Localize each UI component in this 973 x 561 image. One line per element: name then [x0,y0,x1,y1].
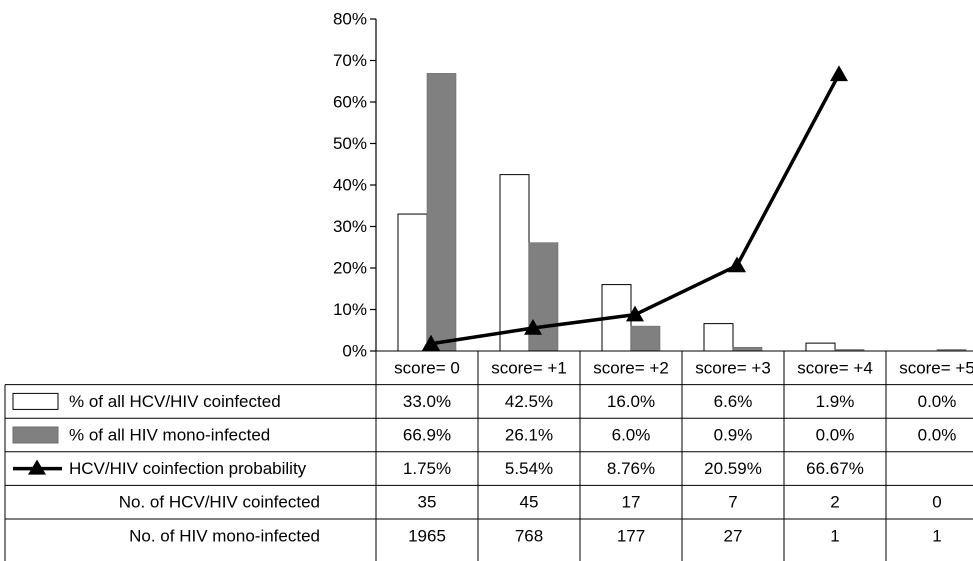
point-coinfection-probability [422,334,440,351]
point-coinfection-probability [626,305,644,322]
bar-hcv-hiv-coinfected [397,213,428,352]
series-label: % of all HCV/HIV coinfected [69,392,281,411]
table-cell-value: 177 [617,526,645,545]
bar-hcv-hiv-coinfected [703,323,734,352]
y-tick-label: 40% [333,176,367,195]
table-cell-value: 0 [932,493,941,512]
bar-hiv-mono-infected [630,325,661,352]
table-cell-value: 27 [724,526,743,545]
legend-key-triangle [28,459,46,475]
data-label: 26.1% [505,426,553,445]
data-label: 6.6% [714,392,753,411]
data-label: 0.9% [714,426,753,445]
table-cell-value: 17 [622,493,641,512]
data-label: 0.0% [918,392,957,411]
data-label: 0.0% [816,426,855,445]
category-label: score= +4 [797,358,873,377]
data-label: 66.9% [403,426,451,445]
y-tick-label: 0% [342,342,367,361]
table-cell-value: 2 [830,493,839,512]
table-cell-value: 7 [728,493,737,512]
y-tick-label: 10% [333,300,367,319]
table-cell-value: 768 [515,526,543,545]
table-row-label: No. of HIV mono-infected [129,526,320,545]
data-label: 1.9% [816,392,855,411]
point-coinfection-probability [728,256,746,273]
table-cell-value: 35 [418,493,437,512]
y-tick-label: 50% [333,134,367,153]
legend-key-hcv-hiv-coinfected [12,392,59,410]
line-coinfection-probability [430,73,841,346]
y-tick-label: 60% [333,93,367,112]
data-label: 0.0% [918,426,957,445]
series-label: HCV/HIV coinfection probability [69,459,307,478]
category-label: score= +3 [695,358,771,377]
bar-hiv-mono-infected [528,242,559,352]
data-label: 8.76% [607,459,655,478]
table-cell-value: 1 [830,526,839,545]
data-label: 20.59% [704,459,762,478]
data-label: 6.0% [612,426,651,445]
bar-hcv-hiv-coinfected [805,342,836,352]
data-label: 1.75% [403,459,451,478]
series-label: % of all HIV mono-infected [69,426,270,445]
data-label: 5.54% [505,459,553,478]
y-tick-label: 30% [333,217,367,236]
y-tick-label: 80% [333,10,367,29]
point-coinfection-probability [524,319,542,335]
data-label: 16.0% [607,392,655,411]
category-label: score= +2 [593,358,669,377]
table-row-label: No. of HCV/HIV coinfected [119,493,320,512]
table-cell-value: 45 [520,493,539,512]
category-label: score= +5 [899,358,973,377]
data-label: 33.0% [403,392,451,411]
data-label: 66.67% [806,459,864,478]
category-label: score= +1 [491,358,567,377]
bar-hiv-mono-infected [732,346,763,352]
bar-hcv-hiv-coinfected [499,174,530,352]
table-cell-value: 1 [932,526,941,545]
point-coinfection-probability [830,65,848,82]
category-label: score= 0 [394,358,460,377]
y-tick-label: 70% [333,51,367,70]
data-label: 42.5% [505,392,553,411]
table-cell-value: 1965 [408,526,446,545]
bar-hiv-mono-infected [426,73,457,352]
legend-key-hiv-mono-infected [12,426,59,444]
y-tick-label: 20% [333,259,367,278]
